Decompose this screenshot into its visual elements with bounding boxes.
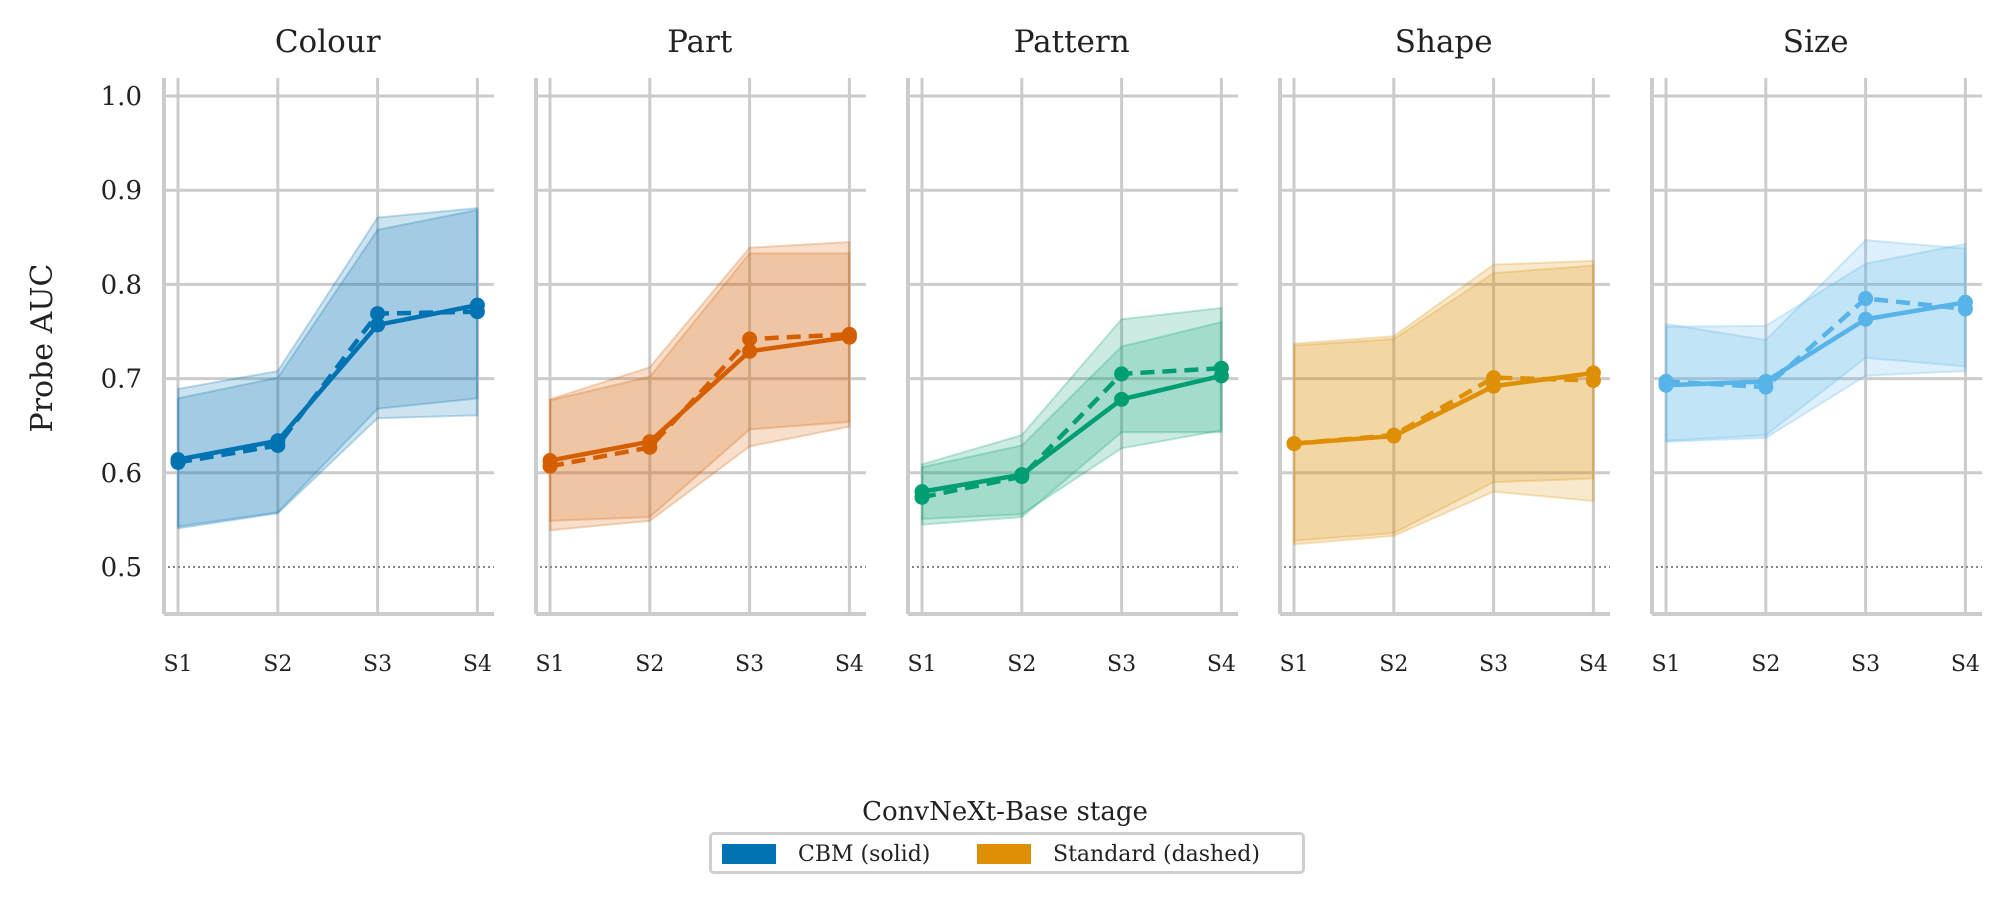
x-tick-label: S2 <box>1379 652 1408 677</box>
x-tick-label: S1 <box>535 652 564 677</box>
series-line-standard <box>1293 375 1594 446</box>
data-point <box>642 439 658 455</box>
panel-title: Shape <box>1395 24 1493 60</box>
data-point <box>1486 370 1502 386</box>
panel-title: Colour <box>275 24 381 60</box>
x-tick-label: S2 <box>1007 652 1036 677</box>
data-point <box>469 304 485 320</box>
panel-part: Part S1 S2 S3 S4 <box>534 24 866 677</box>
data-point <box>1758 379 1774 395</box>
panel-pattern: Pattern S1 S2 S3 S4 <box>906 24 1238 677</box>
data-point <box>1014 469 1030 485</box>
data-point <box>1957 301 1973 317</box>
x-tick-label: S1 <box>1279 652 1308 677</box>
y-tick-label: 1.0 <box>101 82 142 112</box>
panel-shape: Shape S1 S2 S3 S4 <box>1278 24 1610 677</box>
x-tick-label: S1 <box>163 652 192 677</box>
y-tick-label: 0.7 <box>101 365 142 395</box>
series-line-standard <box>177 309 478 465</box>
y-axis-label: Probe AUC <box>25 264 60 433</box>
legend-item-cbm: CBM (solid) <box>722 841 930 867</box>
data-point <box>914 489 930 505</box>
x-tick-label: S3 <box>1479 652 1508 677</box>
data-point <box>542 458 558 474</box>
series-line-standard <box>921 365 1222 500</box>
confidence-band <box>1293 264 1595 542</box>
data-point <box>1858 291 1874 307</box>
legend-label-standard: Standard (dashed) <box>1053 841 1260 867</box>
x-tick-label: S2 <box>635 652 664 677</box>
panel-colour: Colour S1 S2 S3 S4 0.5 0.6 0.7 0.8 0.9 1.0 <box>101 24 494 677</box>
x-tick-label: S3 <box>735 652 764 677</box>
x-tick-label: S3 <box>363 652 392 677</box>
y-tick-label: 0.9 <box>101 176 142 206</box>
x-tick-label: S4 <box>1579 652 1608 677</box>
legend: CBM (solid) Standard (dashed) <box>709 832 1305 874</box>
data-point <box>1114 366 1130 382</box>
x-tick-label: S4 <box>835 652 864 677</box>
panel-title: Part <box>667 24 733 60</box>
panel-title: Pattern <box>1014 24 1130 60</box>
data-point <box>1386 427 1402 443</box>
data-point <box>742 331 758 347</box>
series-line-cbm <box>921 373 1222 494</box>
data-point <box>1213 360 1229 376</box>
y-tick-label: 0.6 <box>101 459 142 489</box>
confidence-band <box>549 240 851 532</box>
panel-size: Size S1 S2 S3 S4 <box>1650 24 1982 677</box>
data-point <box>270 437 286 453</box>
x-tick-label: S3 <box>1851 652 1880 677</box>
y-tick-label: 0.5 <box>101 553 142 583</box>
confidence-band <box>921 306 1223 526</box>
series-line-cbm <box>549 334 850 463</box>
data-point <box>370 317 386 333</box>
x-tick-label: S1 <box>907 652 936 677</box>
data-point <box>841 326 857 342</box>
x-tick-label: S4 <box>1207 652 1236 677</box>
panel-title: Size <box>1783 24 1849 60</box>
x-tick-label: S1 <box>1651 652 1680 677</box>
data-point <box>1286 436 1302 452</box>
confidence-band <box>1293 259 1595 546</box>
confidence-band <box>1665 239 1967 442</box>
series-line-standard <box>1665 296 1966 390</box>
x-tick-label: S3 <box>1107 652 1136 677</box>
data-point <box>1658 373 1674 389</box>
data-point <box>1114 391 1130 407</box>
legend-title: ConvNeXt-Base stage <box>862 797 1148 827</box>
data-point <box>1585 372 1601 388</box>
data-point <box>370 306 386 322</box>
x-tick-label: S4 <box>1951 652 1980 677</box>
data-point <box>170 454 186 470</box>
x-tick-label: S4 <box>463 652 492 677</box>
data-point <box>742 343 758 359</box>
legend-label-cbm: CBM (solid) <box>798 841 931 867</box>
x-tick-label: S2 <box>1751 652 1780 677</box>
series-line-standard <box>549 332 850 469</box>
legend-item-standard: Standard (dashed) <box>977 841 1260 867</box>
legend-swatch-cbm <box>722 844 776 864</box>
x-tick-label: S2 <box>263 652 292 677</box>
data-point <box>1858 311 1874 327</box>
y-tick-label: 0.8 <box>101 270 142 300</box>
confidence-band <box>177 206 479 530</box>
legend-swatch-standard <box>977 844 1031 864</box>
